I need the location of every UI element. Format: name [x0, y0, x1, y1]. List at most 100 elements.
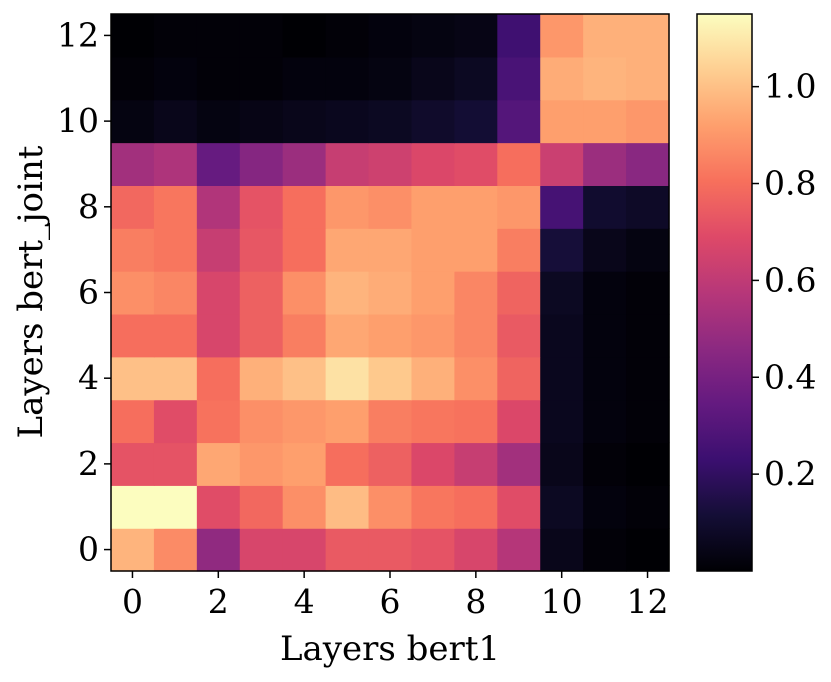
x-tick-label-8: 8	[465, 582, 486, 621]
heatmap-cell-9-2	[497, 442, 541, 486]
heatmap-cell-8-3	[454, 399, 498, 444]
colorbar	[696, 13, 753, 572]
heatmap-cell-12-7	[626, 228, 670, 272]
heatmap-cell-3-12	[239, 14, 284, 58]
heatmap-cell-8-8	[454, 185, 498, 229]
heatmap-cell-11-4	[583, 356, 627, 401]
heatmap-cell-2-9	[196, 142, 241, 186]
heatmap-cell-8-12	[454, 14, 498, 58]
heatmap-cell-2-12	[196, 14, 241, 58]
heatmap-cell-10-5	[540, 313, 584, 358]
heatmap-cell-9-0	[497, 528, 541, 572]
heatmap-cell-4-7	[282, 228, 327, 272]
heatmap-cell-2-7	[196, 228, 241, 272]
heatmap-cells	[111, 14, 670, 572]
heatmap-cell-1-0	[153, 528, 198, 572]
heatmap-cell-6-1	[368, 485, 413, 529]
heatmap-cell-9-12	[497, 14, 541, 58]
y-tick-label-12: 12	[57, 15, 99, 54]
colorbar-tick-label-4: 1.0	[764, 67, 816, 106]
heatmap-cell-4-10	[282, 99, 327, 144]
heatmap-cell-5-11	[325, 56, 370, 101]
heatmap-cell-0-10	[111, 99, 155, 144]
heatmap-cell-5-1	[325, 485, 370, 529]
y-tick-label-8: 8	[78, 187, 99, 226]
heatmap-cell-7-6	[411, 271, 455, 315]
heatmap-cell-11-10	[583, 99, 627, 144]
heatmap-cell-0-11	[111, 56, 155, 101]
heatmap-cell-12-1	[626, 485, 670, 529]
heatmap-cell-1-1	[153, 485, 198, 529]
heatmap-cell-10-7	[540, 228, 584, 272]
heatmap-cell-12-6	[626, 271, 670, 315]
heatmap-cell-0-3	[111, 399, 155, 444]
heatmap-cell-7-3	[411, 399, 455, 444]
heatmap-cell-2-8	[196, 185, 241, 229]
colorbar-tick-label-0: 0.2	[764, 454, 816, 493]
y-tick-label-6: 6	[78, 273, 99, 312]
heatmap-cell-11-9	[583, 142, 627, 186]
heatmap-cell-5-0	[325, 528, 370, 572]
heatmap-cell-7-4	[411, 356, 455, 401]
heatmap-cell-12-8	[626, 185, 670, 229]
heatmap-cell-10-6	[540, 271, 584, 315]
heatmap-cell-6-6	[368, 271, 413, 315]
heatmap-cell-12-5	[626, 313, 670, 358]
heatmap-cell-3-8	[239, 185, 284, 229]
heatmap-cell-12-3	[626, 399, 670, 444]
heatmap-cell-12-12	[626, 14, 670, 58]
heatmap-cell-3-0	[239, 528, 284, 572]
heatmap-cell-6-8	[368, 185, 413, 229]
heatmap-cell-8-4	[454, 356, 498, 401]
heatmap-cell-11-0	[583, 528, 627, 572]
heatmap-cell-0-7	[111, 228, 155, 272]
heatmap-cell-8-5	[454, 313, 498, 358]
heatmap-cell-3-3	[239, 399, 284, 444]
heatmap-cell-9-7	[497, 228, 541, 272]
heatmap-cell-2-11	[196, 56, 241, 101]
heatmap-cell-3-2	[239, 442, 284, 486]
heatmap-cell-6-5	[368, 313, 413, 358]
heatmap-cell-7-8	[411, 185, 455, 229]
heatmap-cell-0-0	[111, 528, 155, 572]
heatmap-cell-12-11	[626, 56, 670, 101]
heatmap-cell-7-10	[411, 99, 455, 144]
heatmap-cell-3-10	[239, 99, 284, 144]
heatmap-cell-8-1	[454, 485, 498, 529]
heatmap-cell-0-1	[111, 485, 155, 529]
heatmap-cell-12-10	[626, 99, 670, 144]
heatmap-cell-5-12	[325, 14, 370, 58]
heatmap-cell-8-11	[454, 56, 498, 101]
heatmap-cell-11-6	[583, 271, 627, 315]
heatmap-cell-7-11	[411, 56, 455, 101]
heatmap-cell-11-3	[583, 399, 627, 444]
heatmap-cell-9-5	[497, 313, 541, 358]
heatmap-cell-2-3	[196, 399, 241, 444]
heatmap-cell-11-1	[583, 485, 627, 529]
heatmap-cell-1-12	[153, 14, 198, 58]
heatmap-cell-5-4	[325, 356, 370, 401]
heatmap-cell-0-4	[111, 356, 155, 401]
heatmap-cell-10-0	[540, 528, 584, 572]
heatmap-cell-11-2	[583, 442, 627, 486]
heatmap-cell-1-4	[153, 356, 198, 401]
heatmap-cell-0-8	[111, 185, 155, 229]
heatmap-cell-7-1	[411, 485, 455, 529]
heatmap-cell-6-3	[368, 399, 413, 444]
heatmap-cell-6-11	[368, 56, 413, 101]
colorbar-ticks: 0.2 0.4 0.6 0.8 1.0	[752, 67, 816, 493]
heatmap-cell-12-0	[626, 528, 670, 572]
heatmap-cell-5-7	[325, 228, 370, 272]
heatmap-cell-8-10	[454, 99, 498, 144]
heatmap-cell-7-12	[411, 14, 455, 58]
y-tick-label-2: 2	[78, 444, 99, 483]
heatmap-cell-5-9	[325, 142, 370, 186]
heatmap-cell-10-9	[540, 142, 584, 186]
heatmap-cell-7-0	[411, 528, 455, 572]
heatmap-cell-6-4	[368, 356, 413, 401]
heatmap-cell-8-6	[454, 271, 498, 315]
heatmap-cell-1-7	[153, 228, 198, 272]
colorbar-tick-label-3: 0.8	[764, 164, 816, 203]
heatmap-cell-1-3	[153, 399, 198, 444]
heatmap-cell-2-1	[196, 485, 241, 529]
